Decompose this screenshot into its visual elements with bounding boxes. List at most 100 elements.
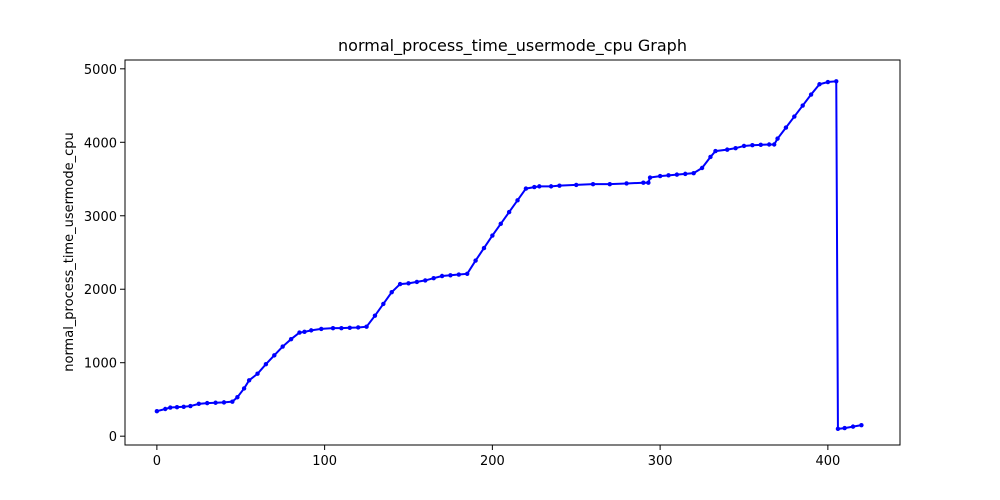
data-point [439, 273, 445, 279]
data-point [302, 329, 307, 335]
data-point [750, 143, 755, 148]
series-layer [154, 79, 864, 432]
data-point [174, 404, 180, 410]
x-tick-label: 200 [480, 454, 505, 469]
data-point [381, 301, 386, 307]
data-point [523, 186, 529, 191]
y-tick-label: 0 [109, 430, 117, 445]
data-point [168, 405, 173, 410]
chart-title: normal_process_time_usermode_cpu Graph [338, 36, 687, 56]
data-point [574, 182, 579, 188]
data-point [498, 221, 503, 227]
data-point [297, 330, 302, 335]
x-tick-label: 400 [815, 454, 840, 469]
data-point [456, 272, 462, 277]
data-point [235, 395, 240, 400]
x-tick-label: 300 [648, 454, 673, 469]
y-axis-label: normal_process_time_usermode_cpu [62, 132, 77, 372]
data-point [733, 145, 738, 151]
data-point [423, 278, 428, 283]
y-tick-label: 4000 [84, 136, 117, 151]
data-point [691, 170, 696, 176]
data-point [481, 245, 487, 251]
data-point [364, 324, 369, 329]
data-point [725, 147, 730, 152]
data-point [835, 426, 841, 432]
series-line [156, 80, 862, 430]
data-point [532, 184, 537, 190]
y-tick-label: 1000 [84, 357, 117, 372]
data-point [230, 399, 235, 404]
data-point [506, 209, 512, 215]
data-point [641, 180, 646, 185]
data-point [792, 114, 797, 119]
data-point [666, 173, 671, 178]
data-point [758, 142, 763, 148]
data-point [355, 325, 361, 330]
data-point [766, 142, 772, 147]
data-point [347, 325, 352, 331]
data-point [515, 198, 520, 203]
data-point [817, 82, 822, 87]
data-point [431, 276, 436, 281]
data-point [397, 281, 403, 287]
data-point [241, 386, 247, 391]
data-point [834, 79, 839, 84]
data-point [188, 403, 193, 409]
data-point [448, 273, 453, 278]
data-point [699, 165, 705, 171]
data-point [683, 171, 688, 177]
data-point [713, 148, 718, 154]
data-point [647, 175, 653, 180]
y-tick-label: 2000 [84, 283, 117, 298]
data-point [330, 325, 336, 331]
data-point [741, 143, 747, 149]
data-point [808, 92, 814, 97]
data-point [657, 173, 663, 179]
data-point [842, 425, 847, 431]
data-point [414, 279, 420, 285]
data-point [708, 154, 713, 160]
data-point [624, 181, 629, 186]
data-point [646, 180, 651, 185]
x-tick-label: 0 [153, 454, 161, 469]
data-point [389, 289, 394, 295]
data-point [221, 400, 227, 405]
data-point [800, 103, 805, 108]
data-point [204, 400, 210, 406]
data-point [213, 400, 218, 405]
data-point [607, 181, 612, 187]
x-axis: 0 100 200 300 400 [153, 445, 840, 469]
y-axis: 0 1000 2000 3000 4000 5000 [84, 63, 125, 445]
data-point [859, 422, 864, 428]
data-point [372, 313, 378, 318]
data-point [272, 353, 277, 358]
data-point [548, 184, 554, 189]
data-point [473, 258, 478, 263]
data-point [771, 142, 777, 147]
data-point [246, 378, 252, 383]
data-point [825, 79, 831, 85]
data-point [263, 361, 269, 367]
y-tick-label: 5000 [84, 63, 117, 78]
data-point [339, 325, 344, 331]
data-point [557, 183, 562, 188]
data-point [775, 136, 780, 141]
data-point [674, 172, 680, 177]
y-tick-label: 3000 [84, 210, 117, 225]
data-point [490, 233, 495, 238]
x-tick-label: 100 [312, 454, 337, 469]
data-point [255, 371, 260, 376]
data-point [783, 125, 789, 130]
data-point [280, 344, 285, 349]
data-point [319, 326, 324, 332]
data-point [288, 336, 294, 342]
data-point [163, 406, 168, 412]
data-point [537, 184, 542, 189]
plot-frame [124, 59, 901, 446]
data-point [196, 401, 202, 407]
data-point [465, 271, 470, 277]
data-point [850, 424, 856, 429]
data-point [309, 328, 314, 333]
